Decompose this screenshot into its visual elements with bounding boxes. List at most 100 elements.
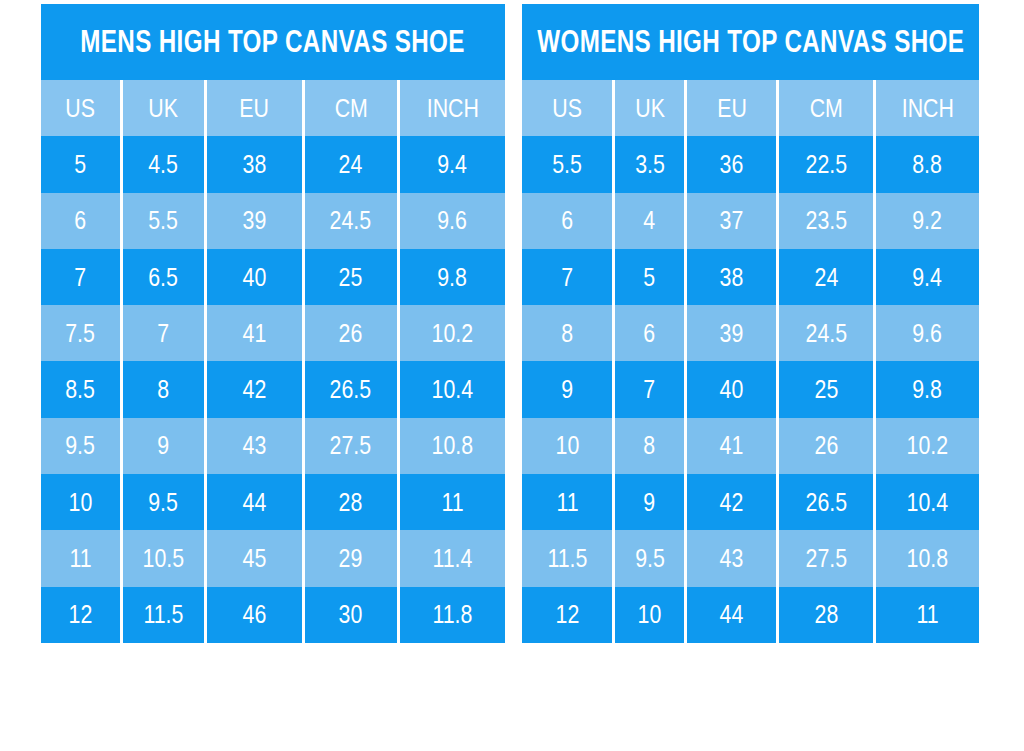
size-cell-label: 9: [561, 374, 573, 405]
size-cell-label: 27.5: [330, 430, 371, 461]
size-cell: 8.5: [41, 361, 120, 417]
size-cell: 12: [41, 587, 120, 643]
size-cell: 10.2: [873, 418, 979, 474]
size-cell-label: 9: [644, 487, 656, 518]
size-cell: 26.5: [302, 361, 397, 417]
column-header-label: INCH: [426, 93, 478, 124]
size-chart-page: MENS HIGH TOP CANVAS SHOE US UK EU CM INCH 5 4…: [0, 0, 1024, 751]
size-cell-label: 11.5: [547, 543, 587, 574]
size-cell: 40: [684, 361, 776, 417]
size-cell: 9.4: [397, 136, 505, 192]
size-cell-label: 10.5: [143, 543, 184, 574]
womens-size-grid: USUKEUCMINCH5.53.53622.58.8643723.59.275…: [522, 80, 979, 643]
size-cell: 9: [120, 418, 204, 474]
size-cell: 11.8: [397, 587, 505, 643]
size-cell: 11: [397, 474, 505, 530]
size-cell: 24.5: [776, 305, 873, 361]
size-cell-label: 9.2: [913, 205, 943, 236]
size-cell: 10: [612, 587, 684, 643]
size-cell: 6: [522, 193, 612, 249]
size-cell-label: 46: [242, 599, 266, 630]
size-cell: 10.8: [873, 530, 979, 586]
size-cell-label: 6: [75, 205, 87, 236]
size-cell-label: 10.8: [907, 543, 948, 574]
column-header: UK: [612, 80, 684, 136]
size-cell-label: 9.5: [149, 487, 179, 518]
size-cell: 11.5: [120, 587, 204, 643]
size-cell-label: 24.5: [805, 318, 846, 349]
size-cell: 10.4: [873, 474, 979, 530]
size-cell: 38: [204, 136, 302, 192]
size-cell-label: 39: [720, 318, 744, 349]
size-cell: 24: [302, 136, 397, 192]
size-cell: 10: [41, 474, 120, 530]
size-cell: 10.5: [120, 530, 204, 586]
size-cell-label: 7: [561, 262, 573, 293]
size-cell: 41: [684, 418, 776, 474]
size-cell: 9.8: [397, 249, 505, 305]
size-cell-label: 5.5: [149, 205, 179, 236]
size-cell-label: 8: [157, 374, 169, 405]
size-cell: 44: [684, 587, 776, 643]
size-cell-label: 10: [69, 487, 93, 518]
column-header-label: EU: [239, 93, 269, 124]
size-cell: 29: [302, 530, 397, 586]
size-cell: 7: [522, 249, 612, 305]
size-cell: 24: [776, 249, 873, 305]
size-cell: 37: [684, 193, 776, 249]
size-cell-label: 11.8: [432, 599, 472, 630]
column-header-label: INCH: [901, 93, 953, 124]
size-cell-label: 7: [157, 318, 169, 349]
column-header: UK: [120, 80, 204, 136]
size-cell-label: 26: [339, 318, 363, 349]
size-cell-label: 9.6: [913, 318, 943, 349]
size-cell: 9.6: [397, 193, 505, 249]
size-cell-label: 24: [339, 149, 363, 180]
size-cell-label: 9.5: [635, 543, 665, 574]
womens-chart-title: WOMENS HIGH TOP CANVAS SHOE: [522, 4, 979, 80]
size-cell-label: 12: [555, 599, 579, 630]
size-cell: 5: [41, 136, 120, 192]
size-cell: 7: [41, 249, 120, 305]
size-cell: 43: [204, 418, 302, 474]
size-cell: 42: [204, 361, 302, 417]
size-cell-label: 11.4: [432, 543, 472, 574]
size-cell-label: 11.5: [143, 599, 183, 630]
size-cell: 10: [522, 418, 612, 474]
size-cell: 4: [612, 193, 684, 249]
size-cell-label: 28: [339, 487, 363, 518]
size-cell-label: 10.8: [432, 430, 473, 461]
size-cell-label: 24.5: [330, 205, 371, 236]
size-cell: 9.6: [873, 305, 979, 361]
size-cell: 30: [302, 587, 397, 643]
size-cell-label: 5: [75, 149, 87, 180]
size-cell: 10.4: [397, 361, 505, 417]
size-cell: 9.4: [873, 249, 979, 305]
size-cell-label: 9: [157, 430, 169, 461]
size-cell: 27.5: [302, 418, 397, 474]
size-cell-label: 11: [441, 487, 463, 518]
size-cell-label: 30: [339, 599, 363, 630]
size-cell-label: 10.4: [907, 487, 948, 518]
size-cell-label: 29: [339, 543, 363, 574]
size-cell-label: 11: [69, 543, 91, 574]
size-cell-label: 8.8: [913, 149, 943, 180]
column-header-label: CM: [334, 93, 367, 124]
size-cell: 8.8: [873, 136, 979, 192]
size-cell-label: 5: [644, 262, 656, 293]
size-cell: 11.5: [522, 530, 612, 586]
size-cell-label: 22.5: [805, 149, 846, 180]
size-cell: 39: [204, 193, 302, 249]
size-cell: 11: [41, 530, 120, 586]
size-cell-label: 42: [720, 487, 744, 518]
size-cell-label: 28: [814, 599, 838, 630]
size-cell: 25: [776, 361, 873, 417]
size-cell: 9.2: [873, 193, 979, 249]
column-header-label: US: [552, 93, 582, 124]
size-cell-label: 5.5: [552, 149, 582, 180]
size-cell: 6.5: [120, 249, 204, 305]
size-cell: 44: [204, 474, 302, 530]
size-cell-label: 6.5: [149, 262, 179, 293]
mens-chart-title-label: MENS HIGH TOP CANVAS SHOE: [81, 24, 466, 60]
column-header: INCH: [397, 80, 505, 136]
